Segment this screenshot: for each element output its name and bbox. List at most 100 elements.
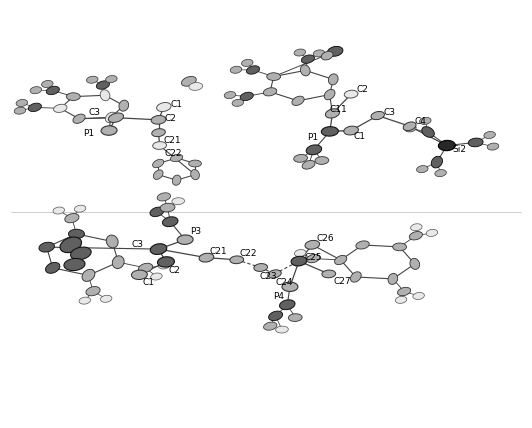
Ellipse shape xyxy=(282,282,298,291)
Ellipse shape xyxy=(71,247,91,260)
Ellipse shape xyxy=(279,300,295,310)
Ellipse shape xyxy=(28,103,41,112)
Ellipse shape xyxy=(65,214,79,223)
Ellipse shape xyxy=(177,235,193,244)
Ellipse shape xyxy=(268,270,281,278)
Ellipse shape xyxy=(230,256,244,264)
Ellipse shape xyxy=(263,88,277,96)
Text: C26: C26 xyxy=(317,234,334,244)
Ellipse shape xyxy=(46,262,60,273)
Ellipse shape xyxy=(301,55,314,63)
Ellipse shape xyxy=(64,259,85,270)
Ellipse shape xyxy=(150,207,164,217)
Ellipse shape xyxy=(294,155,307,162)
Ellipse shape xyxy=(420,117,431,125)
Ellipse shape xyxy=(101,295,112,302)
Ellipse shape xyxy=(189,83,203,90)
Ellipse shape xyxy=(301,65,310,76)
Text: C2: C2 xyxy=(169,266,180,275)
Ellipse shape xyxy=(87,76,98,83)
Ellipse shape xyxy=(371,111,385,120)
Ellipse shape xyxy=(410,259,420,269)
Text: C11: C11 xyxy=(330,104,347,114)
Ellipse shape xyxy=(160,203,175,212)
Ellipse shape xyxy=(181,77,196,86)
Ellipse shape xyxy=(106,235,118,248)
Ellipse shape xyxy=(292,96,304,105)
Text: P4: P4 xyxy=(273,291,285,301)
Text: C4: C4 xyxy=(415,117,427,127)
Text: C24: C24 xyxy=(276,278,293,287)
Ellipse shape xyxy=(294,250,306,256)
Text: C3: C3 xyxy=(383,107,395,117)
Ellipse shape xyxy=(199,253,214,262)
Ellipse shape xyxy=(138,263,153,273)
Ellipse shape xyxy=(46,86,60,95)
Ellipse shape xyxy=(157,193,171,201)
Ellipse shape xyxy=(151,273,162,280)
Ellipse shape xyxy=(112,256,124,268)
Ellipse shape xyxy=(69,229,85,239)
Ellipse shape xyxy=(393,243,406,251)
Ellipse shape xyxy=(190,169,200,180)
Ellipse shape xyxy=(426,229,438,236)
Ellipse shape xyxy=(324,89,335,100)
Ellipse shape xyxy=(109,113,123,122)
Ellipse shape xyxy=(153,142,167,149)
Text: C3: C3 xyxy=(131,240,144,250)
Ellipse shape xyxy=(74,205,86,212)
Ellipse shape xyxy=(39,242,54,252)
Text: Si2: Si2 xyxy=(452,145,466,155)
Text: C1: C1 xyxy=(142,278,154,287)
Ellipse shape xyxy=(395,296,407,303)
Ellipse shape xyxy=(438,140,455,151)
Ellipse shape xyxy=(170,154,183,162)
Ellipse shape xyxy=(86,286,100,296)
Ellipse shape xyxy=(468,138,483,147)
Ellipse shape xyxy=(413,292,425,300)
Ellipse shape xyxy=(321,127,338,136)
Ellipse shape xyxy=(73,114,85,123)
Ellipse shape xyxy=(409,232,422,240)
Ellipse shape xyxy=(156,102,171,112)
Ellipse shape xyxy=(66,93,80,101)
Ellipse shape xyxy=(172,175,181,185)
Ellipse shape xyxy=(240,92,253,101)
Ellipse shape xyxy=(322,270,336,278)
Ellipse shape xyxy=(232,99,244,107)
Text: C2: C2 xyxy=(356,85,368,95)
Ellipse shape xyxy=(397,287,411,296)
Ellipse shape xyxy=(302,160,315,169)
Ellipse shape xyxy=(435,169,446,177)
Text: C25: C25 xyxy=(304,253,322,262)
Ellipse shape xyxy=(100,90,110,101)
Text: C1: C1 xyxy=(170,100,182,110)
Text: P1: P1 xyxy=(83,129,94,139)
Ellipse shape xyxy=(306,145,322,155)
Ellipse shape xyxy=(119,100,129,111)
Text: C27: C27 xyxy=(333,277,351,286)
Text: C22: C22 xyxy=(239,249,257,259)
Ellipse shape xyxy=(14,107,26,114)
Ellipse shape xyxy=(153,159,164,168)
Ellipse shape xyxy=(41,80,53,87)
Text: C3: C3 xyxy=(88,108,100,117)
Ellipse shape xyxy=(153,170,163,179)
Ellipse shape xyxy=(105,112,116,122)
Ellipse shape xyxy=(242,59,253,66)
Ellipse shape xyxy=(79,297,90,304)
Ellipse shape xyxy=(54,104,67,113)
Ellipse shape xyxy=(230,66,242,73)
Ellipse shape xyxy=(327,46,343,56)
Ellipse shape xyxy=(152,129,165,137)
Ellipse shape xyxy=(388,273,398,285)
Ellipse shape xyxy=(294,49,305,56)
Ellipse shape xyxy=(356,241,369,249)
Ellipse shape xyxy=(131,270,147,279)
Ellipse shape xyxy=(269,311,282,321)
Ellipse shape xyxy=(351,272,361,282)
Ellipse shape xyxy=(101,126,117,135)
Ellipse shape xyxy=(254,264,268,271)
Ellipse shape xyxy=(16,99,28,107)
Ellipse shape xyxy=(315,157,329,164)
